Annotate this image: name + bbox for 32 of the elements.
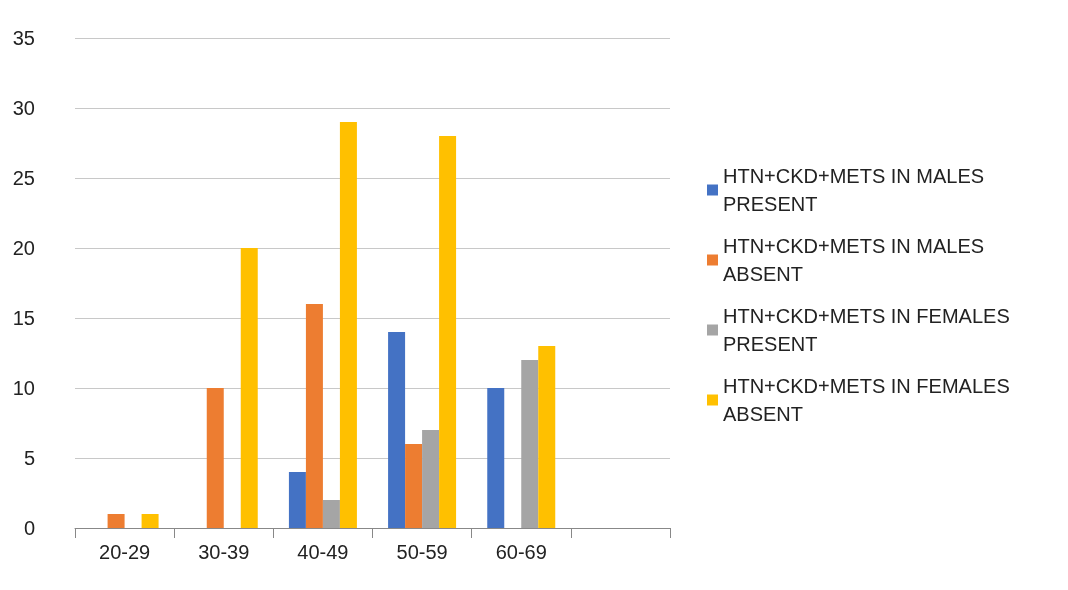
- y-tick-label: 25: [12, 167, 35, 189]
- legend-label: HTN+CKD+METS IN FEMALES PRESENT: [723, 305, 1016, 355]
- y-tick-label: 5: [23, 447, 35, 469]
- bar: [305, 304, 323, 528]
- y-tick-label: 10: [12, 377, 35, 399]
- y-tick-label: 15: [12, 307, 35, 329]
- bar: [339, 122, 357, 528]
- bar: [521, 360, 539, 528]
- legend-label: HTN+CKD+METS IN MALES ABSENT: [723, 235, 990, 285]
- bar: [141, 514, 159, 528]
- y-tick-label: 30: [12, 97, 35, 119]
- y-tick-label: 20: [12, 237, 35, 259]
- x-tick-label: 30-39: [198, 541, 250, 563]
- x-tick-label: 50-59: [396, 541, 448, 563]
- legend-label: HTN+CKD+METS IN MALES PRESENT: [723, 165, 990, 215]
- bar: [206, 388, 224, 528]
- bar: [288, 472, 306, 528]
- x-tick-label: 40-49: [297, 541, 349, 563]
- bar: [439, 136, 457, 528]
- bar: [487, 388, 505, 528]
- legend-label: HTN+CKD+METS IN FEMALES ABSENT: [723, 375, 1016, 425]
- bar: [538, 346, 556, 528]
- bar: [422, 430, 440, 528]
- x-tick-label: 20-29: [99, 541, 151, 563]
- bar: [107, 514, 125, 528]
- bar: [240, 248, 258, 528]
- bar: [322, 500, 340, 528]
- y-tick-label: 35: [12, 27, 35, 49]
- bar: [405, 444, 423, 528]
- bar: [388, 332, 406, 528]
- y-tick-label: 0: [23, 517, 35, 539]
- x-tick-label: 60-69: [495, 541, 547, 563]
